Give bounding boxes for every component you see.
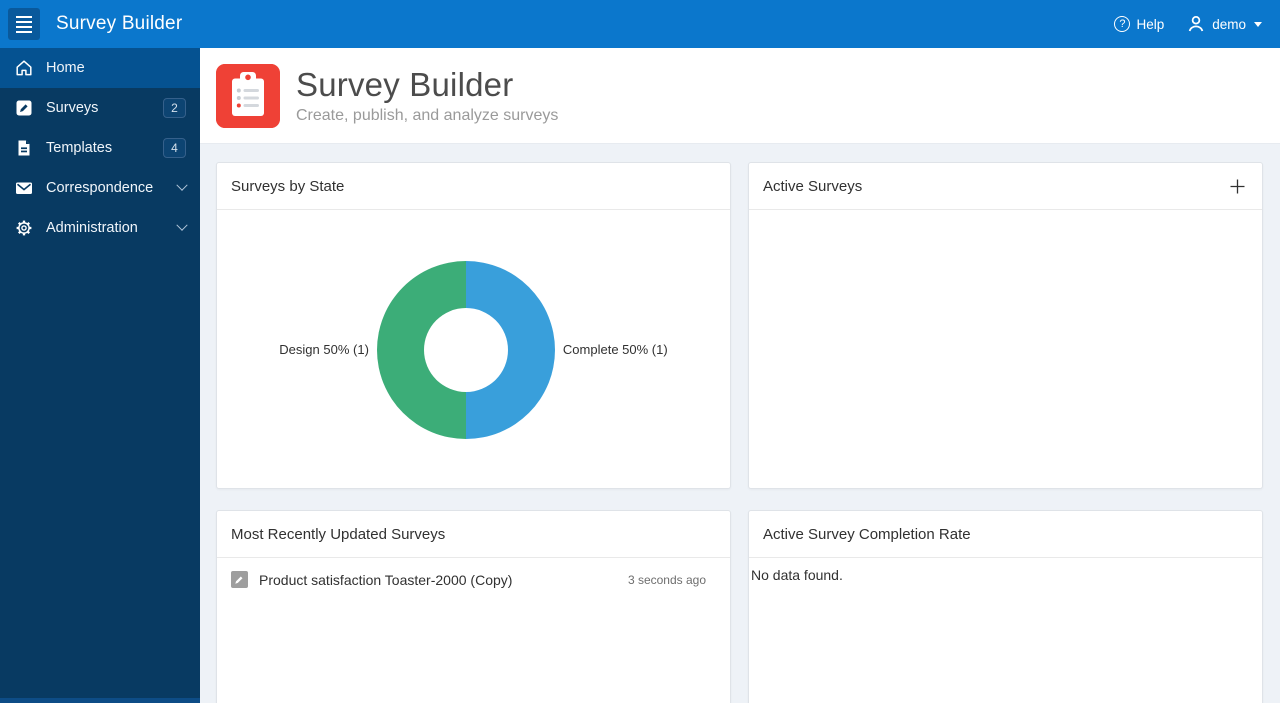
card-title: Active Surveys xyxy=(763,178,862,195)
user-icon xyxy=(1186,14,1206,34)
sidebar-item-label: Correspondence xyxy=(46,180,153,196)
survey-name: Product satisfaction Toaster-2000 (Copy) xyxy=(259,572,512,588)
templates-count-badge: 4 xyxy=(163,138,186,158)
page-header-text: Survey Builder Create, publish, and anal… xyxy=(296,66,558,125)
help-label: Help xyxy=(1136,17,1164,32)
sidebar: Home Surveys 2 Templates 4 xyxy=(0,48,200,703)
card-recently-updated: Most Recently Updated Surveys Product sa… xyxy=(216,510,731,703)
card-title: Surveys by State xyxy=(231,178,344,195)
sidebar-item-administration[interactable]: Administration xyxy=(0,208,200,248)
sidebar-item-label: Home xyxy=(46,60,85,76)
sidebar-footer-strip xyxy=(0,698,200,703)
help-link[interactable]: Help xyxy=(1114,16,1164,32)
plus-icon xyxy=(1229,178,1246,195)
main-area: Survey Builder Create, publish, and anal… xyxy=(200,48,1280,703)
donut-label-design: Design 50% (1) xyxy=(279,342,369,357)
sidebar-item-templates[interactable]: Templates 4 xyxy=(0,128,200,168)
pencil-icon xyxy=(231,571,248,588)
caret-down-icon xyxy=(1254,22,1262,27)
gear-icon xyxy=(14,218,34,238)
home-icon xyxy=(14,58,34,78)
dashboard-grid: Surveys by State Design 50% (1) Complete… xyxy=(200,144,1280,703)
page-header: Survey Builder Create, publish, and anal… xyxy=(200,48,1280,144)
card-header: Active Survey Completion Rate xyxy=(749,511,1262,558)
no-data-message: No data found. xyxy=(749,558,1262,592)
card-active-surveys: Active Surveys xyxy=(748,162,1263,489)
donut-label-complete: Complete 50% (1) xyxy=(563,342,668,357)
card-header: Surveys by State xyxy=(217,163,730,210)
topbar-actions: Help demo xyxy=(1114,14,1262,34)
user-label: demo xyxy=(1212,17,1246,32)
hamburger-icon xyxy=(16,16,32,33)
card-completion-rate: Active Survey Completion Rate No data fo… xyxy=(748,510,1263,703)
sidebar-item-correspondence[interactable]: Correspondence xyxy=(0,168,200,208)
pencil-square-icon xyxy=(14,98,34,118)
top-navbar: Survey Builder Help demo xyxy=(0,0,1280,48)
app-brand[interactable]: Survey Builder xyxy=(56,13,182,35)
chevron-down-icon xyxy=(176,180,187,191)
survey-list-item[interactable]: Product satisfaction Toaster-2000 (Copy)… xyxy=(217,558,730,601)
card-surveys-by-state: Surveys by State Design 50% (1) Complete… xyxy=(216,162,731,489)
user-menu[interactable]: demo xyxy=(1186,14,1262,34)
card-title: Most Recently Updated Surveys xyxy=(231,526,445,543)
survey-updated-time: 3 seconds ago xyxy=(628,573,706,587)
donut-chart-area: Design 50% (1) Complete 50% (1) xyxy=(217,210,730,489)
donut-chart[interactable] xyxy=(377,261,555,439)
hamburger-menu-button[interactable] xyxy=(8,8,40,40)
add-survey-button[interactable] xyxy=(1227,176,1248,197)
sidebar-item-surveys[interactable]: Surveys 2 xyxy=(0,88,200,128)
sidebar-item-home[interactable]: Home xyxy=(0,48,200,88)
card-header: Active Surveys xyxy=(749,163,1262,210)
document-icon xyxy=(14,138,34,158)
page-subtitle: Create, publish, and analyze surveys xyxy=(296,107,558,125)
sidebar-item-label: Administration xyxy=(46,220,138,236)
help-circle-icon xyxy=(1114,16,1130,32)
clipboard-icon xyxy=(216,64,280,128)
card-title: Active Survey Completion Rate xyxy=(763,526,971,543)
envelope-icon xyxy=(14,178,34,198)
page-title: Survey Builder xyxy=(296,66,558,104)
card-header: Most Recently Updated Surveys xyxy=(217,511,730,558)
chevron-down-icon xyxy=(176,220,187,231)
sidebar-item-label: Templates xyxy=(46,140,112,156)
surveys-count-badge: 2 xyxy=(163,98,186,118)
sidebar-item-label: Surveys xyxy=(46,100,98,116)
